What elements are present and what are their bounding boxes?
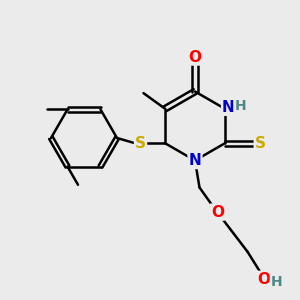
Text: H: H	[235, 99, 246, 113]
Text: H: H	[271, 275, 282, 289]
Text: S: S	[135, 136, 146, 151]
Text: S: S	[255, 136, 266, 151]
Text: N: N	[222, 100, 235, 115]
Text: O: O	[211, 205, 224, 220]
Text: N: N	[189, 153, 201, 168]
Text: O: O	[257, 272, 271, 287]
Text: O: O	[188, 50, 202, 64]
